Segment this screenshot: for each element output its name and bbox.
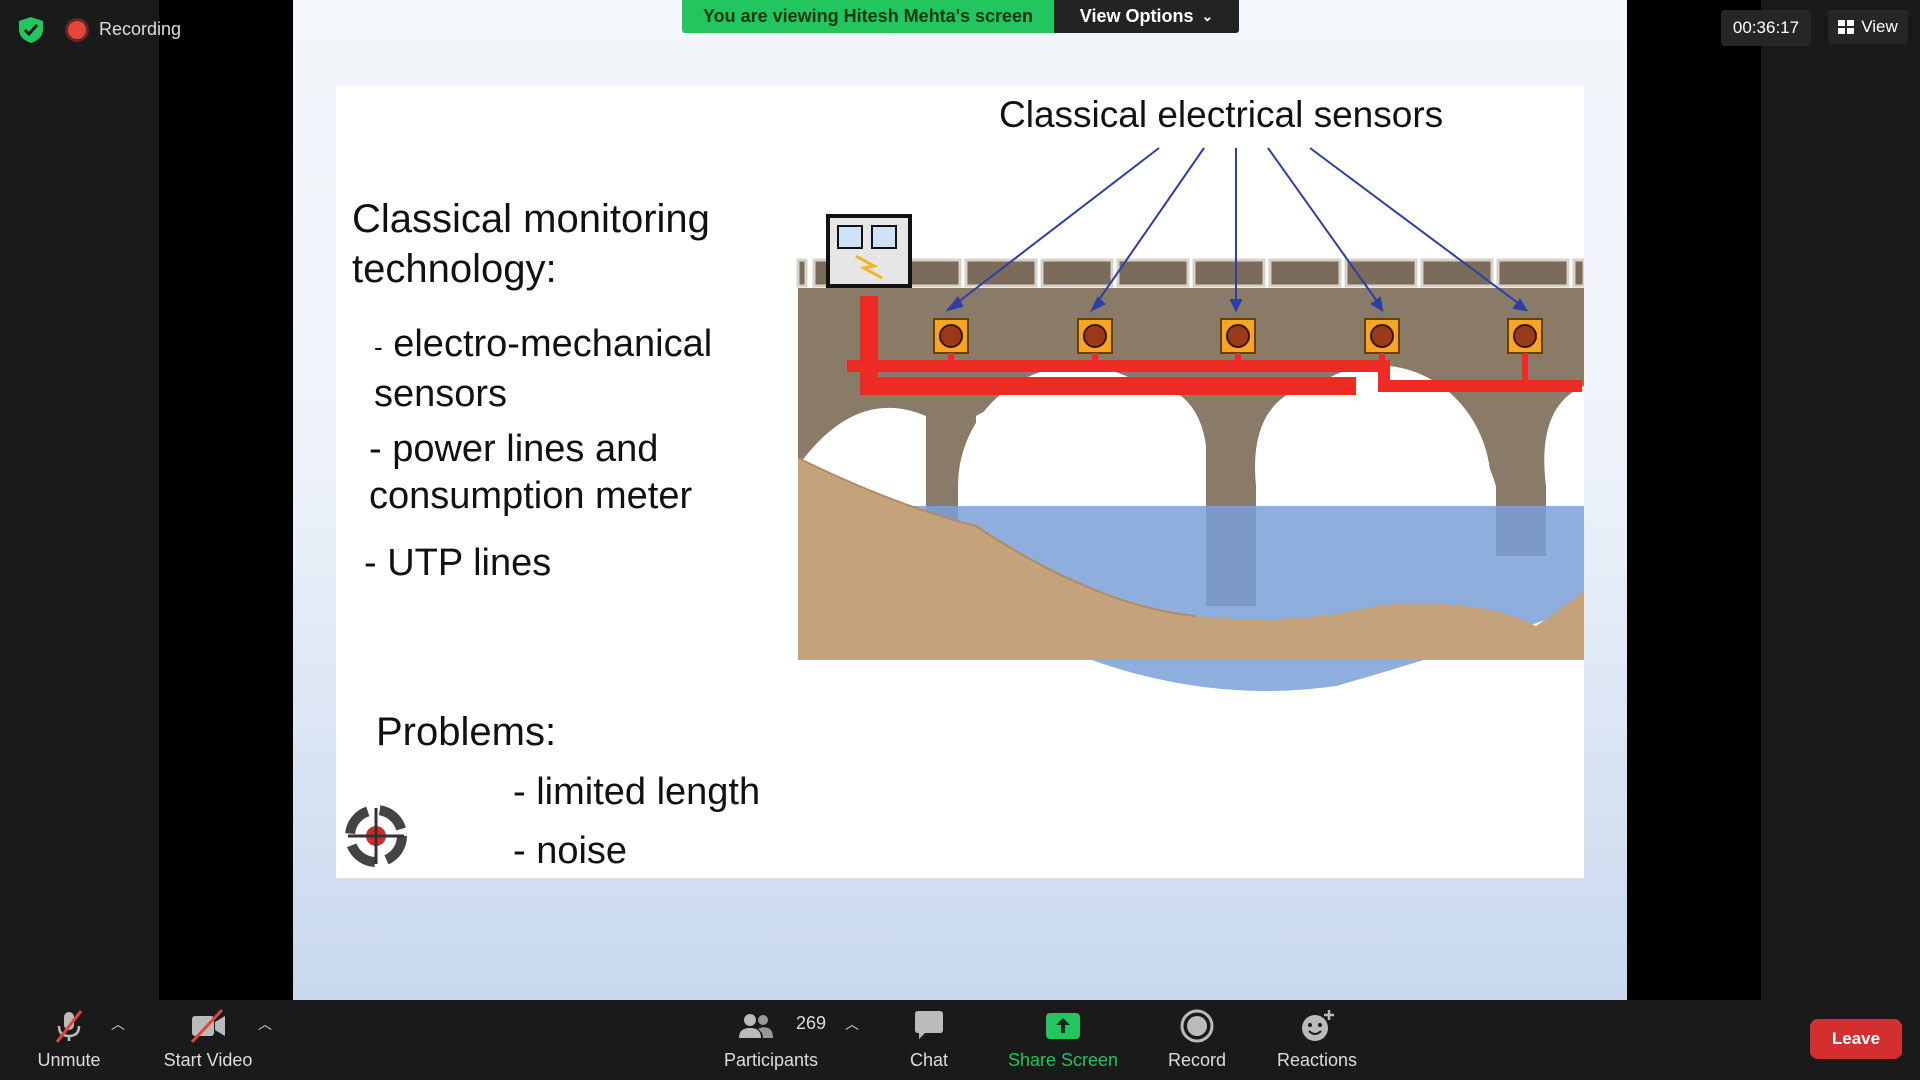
leave-button[interactable]: Leave [1810,1019,1902,1059]
reactions-label: Reactions [1276,1050,1358,1070]
sensor [1220,318,1256,366]
presentation-slide: Classical monitoring technology: - elect… [336,86,1584,878]
bullet-electro-mechanical: - electro-mechanical sensors [374,321,774,418]
participant-count: 269 [796,1013,827,1033]
bridge-diagram [345,147,1584,867]
sensor [1507,318,1543,386]
reactions-smiley-icon [1302,1010,1334,1041]
meeting-stage: Classical monitoring technology: - elect… [18,0,1908,1000]
river-bank [798,458,1584,660]
microphone-muted-icon [55,1010,83,1043]
participants-button[interactable]: Participants [716,1000,826,1080]
start-video-button[interactable]: Start Video [155,1000,261,1080]
slide-heading: Classical monitoring technology: [352,197,710,291]
record-label: Record [1167,1050,1227,1070]
diagram-title: Classical electrical sensors [999,94,1444,135]
participants-caret-icon[interactable]: ︿ [845,1016,859,1032]
share-screen-icon [1046,1013,1080,1039]
view-options-label: View Options [1079,6,1194,26]
chat-button[interactable]: Chat [888,1000,970,1080]
recording-dot-icon [68,21,86,39]
reactions-button[interactable]: Reactions [1268,1000,1366,1080]
meeting-timer: 00:36:17 [1721,10,1811,46]
audio-options-caret-icon[interactable]: ︿ [111,1016,125,1032]
participants-icon [739,1014,773,1038]
problem-noise: - noise [513,830,628,872]
record-button[interactable]: Record [1156,1000,1238,1080]
share-screen-label: Share Screen [1007,1050,1119,1070]
meeting-toolbar: Unmute ︿ Start Video ︿ Participants 269 … [0,1000,1920,1080]
video-off-icon [190,1008,225,1044]
chevron-down-icon: ⌄ [1201,8,1214,24]
sensors [933,318,1543,386]
viewing-screen-banner: You are viewing Hitesh Mehta's screen [682,0,1054,33]
logo-icon [345,805,407,867]
start-video-label: Start Video [163,1050,253,1070]
sensor [1364,318,1400,386]
problem-limited-length: - limited length [513,771,761,813]
recording-label: Recording [99,19,182,39]
bullet-electro-mechanical-text: electro-mechanical sensors [374,323,713,415]
sensor-arrows [945,147,1528,313]
chat-icon [915,1011,943,1039]
chat-label: Chat [909,1050,949,1070]
bullet-power-lines: - power lines and consumption meter [369,428,693,517]
video-options-caret-icon[interactable]: ︿ [258,1016,272,1032]
unmute-button[interactable]: Unmute [28,1000,110,1080]
sensor [933,318,969,366]
security-shield-icon[interactable] [18,16,44,44]
record-icon [1180,1009,1214,1043]
sensor [1077,318,1113,366]
view-button[interactable]: View [1828,10,1908,44]
power-line [860,296,1356,395]
share-screen-button[interactable]: Share Screen [1002,1000,1124,1080]
bullet-dash: - [374,332,383,362]
problems-heading: Problems: [376,710,557,754]
view-button-label: View [1861,17,1898,36]
participants-label: Participants [723,1050,819,1070]
grid-view-icon [1838,20,1855,34]
bullet-utp-lines: - UTP lines [364,542,552,584]
unmute-label: Unmute [37,1050,101,1070]
view-options-button[interactable]: View Options ⌄ [1054,0,1239,33]
